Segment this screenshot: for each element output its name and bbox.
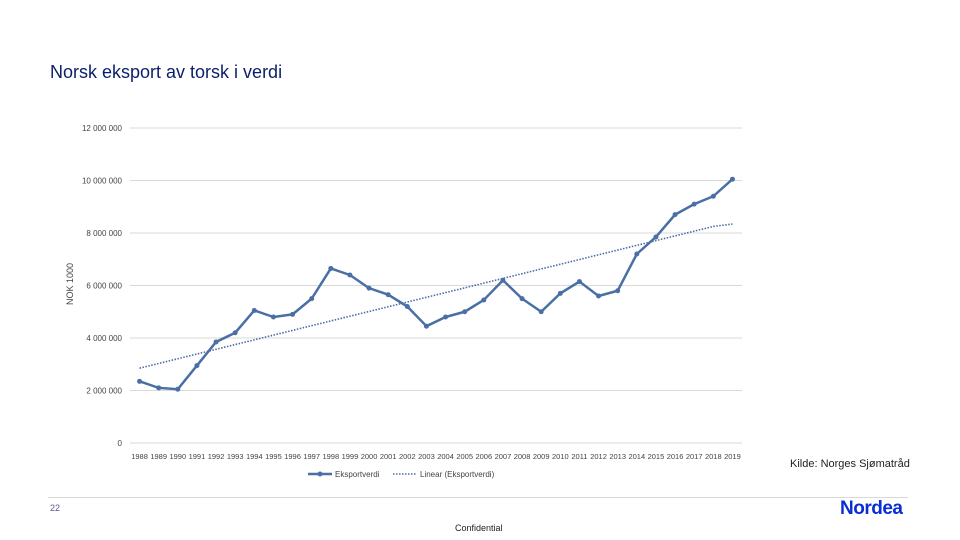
data-point xyxy=(175,386,181,392)
y-tick-label: 2 000 000 xyxy=(86,387,122,396)
y-axis-ticks: 0 2 000 000 4 000 000 6 000 000 8 000 000 10 … xyxy=(82,124,123,448)
y-tick-label: 12 000 000 xyxy=(82,124,123,133)
data-point xyxy=(481,297,487,303)
data-point xyxy=(615,288,621,294)
data-point xyxy=(596,293,602,299)
gridlines xyxy=(130,127,742,444)
x-tick-label: 1988 xyxy=(131,452,148,461)
trendline xyxy=(139,223,733,369)
legend-label: Linear (Eksportverdi) xyxy=(420,470,495,479)
x-tick-label: 2001 xyxy=(380,452,397,461)
y-tick-label: 10 000 000 xyxy=(82,177,123,186)
data-point xyxy=(443,314,449,320)
x-tick-label: 2010 xyxy=(552,452,569,461)
x-tick-label: 2003 xyxy=(418,452,435,461)
x-tick-label: 2004 xyxy=(437,452,454,461)
x-tick-label: 2006 xyxy=(475,452,492,461)
x-tick-label: 1992 xyxy=(208,452,225,461)
x-tick-label: 2011 xyxy=(571,452,587,461)
data-point xyxy=(557,290,563,296)
slide-number: 22 xyxy=(50,503,61,513)
x-tick-label: 2014 xyxy=(628,452,645,461)
footer-divider xyxy=(48,497,908,498)
data-point xyxy=(156,385,162,391)
source-note: Kilde: Norges Sjømatråd xyxy=(790,458,910,470)
x-tick-label: 2008 xyxy=(514,452,531,461)
x-tick-label: 1989 xyxy=(150,452,167,461)
data-point xyxy=(462,309,468,315)
data-point xyxy=(290,311,296,317)
y-tick-label: 4 000 000 xyxy=(86,334,122,343)
nordea-logo: Nordea xyxy=(840,498,903,519)
x-tick-label: 2019 xyxy=(724,452,741,461)
data-point xyxy=(366,285,372,291)
data-point xyxy=(194,363,200,369)
data-point xyxy=(347,272,353,278)
y-tick-label: 0 xyxy=(118,439,123,448)
y-tick-label: 6 000 000 xyxy=(86,282,122,291)
data-point xyxy=(634,251,640,257)
x-tick-label: 1991 xyxy=(189,452,206,461)
x-tick-label: 1995 xyxy=(265,452,282,461)
series-layer xyxy=(137,176,735,392)
data-point xyxy=(404,304,410,309)
legend-marker xyxy=(317,471,323,477)
x-tick-label: 1994 xyxy=(246,452,263,461)
page-title: Norsk eksport av torsk i verdi xyxy=(50,62,283,82)
data-point xyxy=(309,296,315,302)
data-point xyxy=(538,309,544,315)
data-point xyxy=(270,314,276,320)
confidential-label: Confidential xyxy=(455,523,503,533)
x-tick-label: 2007 xyxy=(495,452,512,461)
x-tick-label: 1993 xyxy=(227,452,244,461)
data-point xyxy=(328,265,334,271)
x-tick-label: 1997 xyxy=(303,452,320,461)
y-axis-label: NOK 1000 xyxy=(65,263,75,305)
data-point xyxy=(519,296,525,302)
x-tick-label: 1990 xyxy=(169,452,186,461)
data-point xyxy=(213,339,219,345)
x-tick-label: 1996 xyxy=(284,452,301,461)
legend-label: Eksportverdi xyxy=(335,470,380,479)
x-tick-label: 2018 xyxy=(705,452,722,461)
data-point xyxy=(423,323,429,329)
data-point xyxy=(232,330,238,336)
x-tick-label: 1999 xyxy=(342,452,359,461)
x-tick-label: 2015 xyxy=(648,452,665,461)
x-tick-label: 1998 xyxy=(322,452,339,461)
data-point xyxy=(137,378,143,384)
series-line xyxy=(139,178,734,391)
x-tick-label: 2000 xyxy=(361,452,378,461)
data-point xyxy=(385,292,391,298)
data-point xyxy=(653,234,659,240)
x-tick-label: 2012 xyxy=(590,452,607,461)
data-point xyxy=(691,201,697,207)
x-axis-ticks: 1988 1989 1990 1991 1992 1993 1994 1995 1996 1997… xyxy=(131,452,741,461)
data-point xyxy=(729,176,735,182)
x-tick-label: 2009 xyxy=(533,452,550,461)
data-point xyxy=(672,212,678,218)
legend: Eksportverdi Linear (Eksportverdi) xyxy=(308,470,495,479)
x-tick-label: 2016 xyxy=(667,452,684,461)
data-point xyxy=(251,307,257,313)
x-tick-label: 2017 xyxy=(686,452,703,461)
x-tick-label: 2013 xyxy=(609,452,626,461)
data-point xyxy=(576,279,582,285)
x-tick-label: 2002 xyxy=(399,452,416,461)
x-tick-label: 2005 xyxy=(456,452,473,461)
data-point xyxy=(710,193,716,199)
y-tick-label: 8 000 000 xyxy=(86,229,122,238)
